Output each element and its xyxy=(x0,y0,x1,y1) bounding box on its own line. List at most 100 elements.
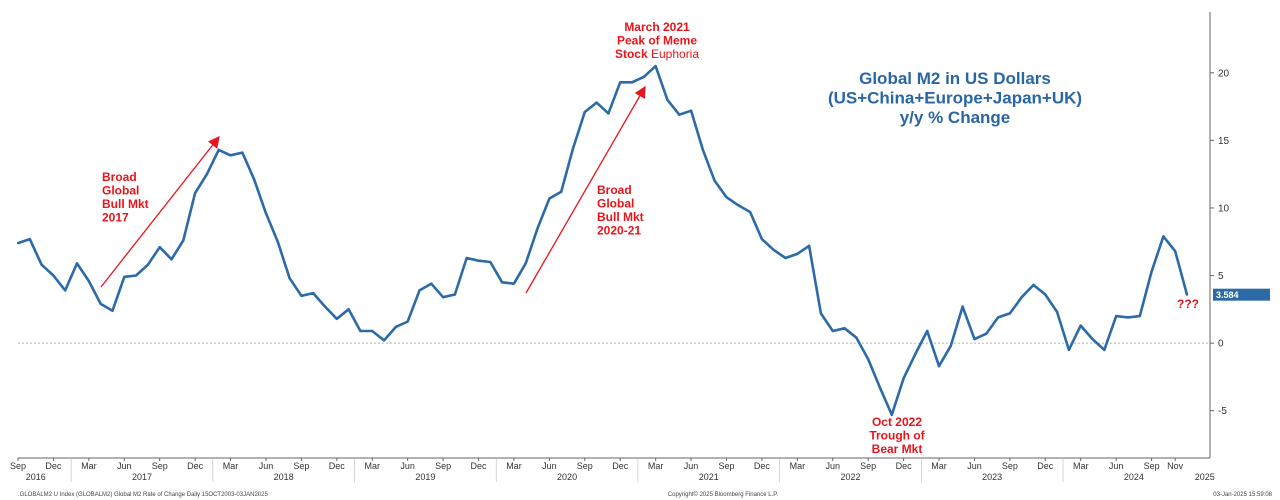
data-point xyxy=(926,329,929,333)
annotation-trough-2022-line: Oct 2022 xyxy=(872,415,922,429)
data-point xyxy=(382,339,386,342)
data-point xyxy=(241,151,244,154)
x-tick-label: Sep xyxy=(1002,461,1018,471)
data-point xyxy=(855,336,858,339)
annotation-trough-2022-line: Trough of xyxy=(869,429,925,443)
data-point xyxy=(1091,337,1094,341)
x-tick-label: Jun xyxy=(967,461,982,471)
x-tick-label: Jun xyxy=(1109,461,1124,471)
data-point xyxy=(819,312,823,315)
x-tick-label: Jun xyxy=(400,461,415,471)
footer-source: .GLOBALM2 U Index (GLOBALM2) Global M2 R… xyxy=(18,492,268,498)
data-point xyxy=(134,274,138,277)
data-point xyxy=(949,344,953,348)
annotation-meme-peak-line: Stock Euphoria xyxy=(615,47,699,61)
data-point xyxy=(394,325,398,329)
data-point xyxy=(807,244,811,248)
data-point xyxy=(347,308,350,311)
data-point xyxy=(1185,293,1189,296)
y-tick-label: 5 xyxy=(1218,271,1224,282)
x-year-label: 2022 xyxy=(840,472,860,482)
series-group xyxy=(16,64,1189,417)
data-point xyxy=(453,293,457,296)
annotation-meme-peak-line: Peak of Meme xyxy=(617,34,697,48)
data-point xyxy=(276,240,279,243)
x-year-label: 2019 xyxy=(415,472,435,482)
x-tick-label: Jun xyxy=(117,461,132,471)
data-point xyxy=(512,282,516,285)
data-point xyxy=(371,329,374,333)
data-point xyxy=(1079,324,1082,327)
x-tick-label: Nov xyxy=(1167,461,1184,471)
data-point xyxy=(1032,283,1035,287)
data-point xyxy=(111,309,114,312)
data-point xyxy=(890,413,893,416)
y-axis-ticks: -5 0 5 10 15 20 xyxy=(1210,68,1230,417)
annotation-suffix: Euphoria xyxy=(648,47,700,61)
data-point xyxy=(418,289,421,292)
data-point xyxy=(583,110,586,114)
y-tick-label: -5 xyxy=(1218,406,1227,417)
annotation-arrows xyxy=(100,85,646,294)
footer-timestamp: 03-Jan-2025 15:59:08 xyxy=(1213,492,1272,498)
x-axis-ticks: Sep Dec Mar Jun Sep Dec Mar Jun Sep Dec Mar Jun Sep D… xyxy=(10,458,1215,482)
data-point xyxy=(182,239,185,242)
data-point xyxy=(772,248,775,252)
data-point xyxy=(359,329,362,333)
x-tick-label: Jun xyxy=(825,461,840,471)
data-point xyxy=(914,352,917,356)
chart-title: Global M2 in US Dollars(US+China+Europe+… xyxy=(828,69,1082,127)
x-tick-label: Dec xyxy=(329,461,346,471)
annotation-bull-2020-line: Global xyxy=(597,197,634,211)
x-tick-label: Mar xyxy=(223,461,239,471)
x-year-label: 2018 xyxy=(274,472,294,482)
data-point xyxy=(123,275,126,279)
x-year-label: 2021 xyxy=(699,472,719,482)
annotation-bull-2020-line: 2020-21 xyxy=(597,224,641,238)
data-point xyxy=(323,305,327,308)
annotation-bull-2017-line: Global xyxy=(102,184,139,198)
data-point xyxy=(99,302,102,306)
annotation-meme-peak-line: March 2021 xyxy=(624,20,690,34)
data-point xyxy=(1055,310,1059,314)
x-tick-label: Dec xyxy=(754,461,771,471)
annotation-bull-2020-line: Bull Mkt xyxy=(597,210,644,224)
data-point xyxy=(937,364,941,368)
x-year-label: 2024 xyxy=(1124,472,1144,482)
data-point xyxy=(489,260,492,264)
data-point xyxy=(831,329,834,333)
bull-2017-arrow xyxy=(100,135,220,288)
y-tick-label: 15 xyxy=(1218,136,1230,147)
x-tick-label: Dec xyxy=(612,461,629,471)
x-tick-label: Dec xyxy=(471,461,488,471)
data-point xyxy=(985,332,988,335)
chart-title-line: Global M2 in US Dollars xyxy=(859,69,1051,88)
data-point xyxy=(843,327,846,330)
data-point xyxy=(666,98,669,102)
x-tick-label: Sep xyxy=(718,461,734,471)
data-point xyxy=(335,317,339,320)
data-point xyxy=(300,294,303,298)
data-point xyxy=(500,281,504,284)
data-point xyxy=(264,212,268,215)
data-point xyxy=(75,262,79,265)
data-point xyxy=(1103,348,1106,352)
data-point xyxy=(961,305,964,308)
data-point xyxy=(866,358,870,361)
x-tick-label: Sep xyxy=(293,461,309,471)
data-point xyxy=(902,377,905,380)
x-tick-label: Mar xyxy=(506,461,522,471)
data-point xyxy=(252,178,256,181)
data-point xyxy=(760,237,764,241)
x-year-label: 2016 xyxy=(26,472,46,482)
annotation-trough-2022-line: Bear Mkt xyxy=(872,442,923,456)
x-tick-label: Mar xyxy=(81,461,97,471)
x-tick-label: Jun xyxy=(542,461,557,471)
data-point xyxy=(193,191,197,195)
data-point xyxy=(619,81,622,84)
x-tick-label: Mar xyxy=(648,461,664,471)
data-point xyxy=(217,148,220,152)
data-point xyxy=(559,190,563,193)
